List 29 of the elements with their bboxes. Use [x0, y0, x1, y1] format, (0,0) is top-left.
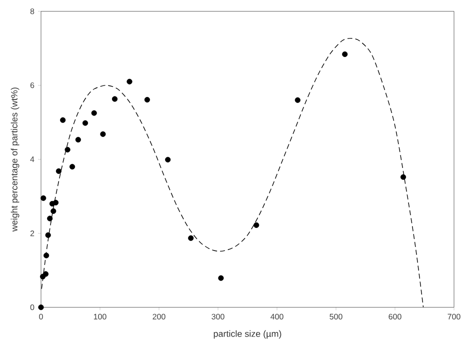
x-axis-title: particle size (µm) — [214, 330, 282, 339]
point — [47, 216, 53, 222]
point — [400, 174, 406, 180]
point — [50, 208, 56, 214]
point — [218, 275, 224, 281]
point — [40, 195, 46, 201]
point — [126, 78, 132, 84]
y-axis-title: weight percentage of particles (wt%) — [10, 88, 20, 232]
point — [75, 136, 81, 142]
point — [42, 271, 49, 277]
point — [144, 96, 150, 103]
point — [52, 200, 59, 206]
point — [91, 110, 97, 116]
point — [64, 146, 70, 152]
point — [69, 164, 76, 170]
point — [112, 96, 118, 102]
point — [38, 304, 44, 310]
point — [56, 168, 62, 174]
point — [294, 97, 300, 103]
point — [44, 252, 50, 258]
point — [188, 235, 194, 241]
point — [165, 156, 171, 162]
point — [254, 222, 260, 228]
point — [100, 131, 106, 137]
point — [342, 51, 348, 58]
point — [45, 232, 51, 238]
point — [60, 117, 66, 123]
point — [82, 120, 88, 126]
line-series — [41, 38, 424, 308]
